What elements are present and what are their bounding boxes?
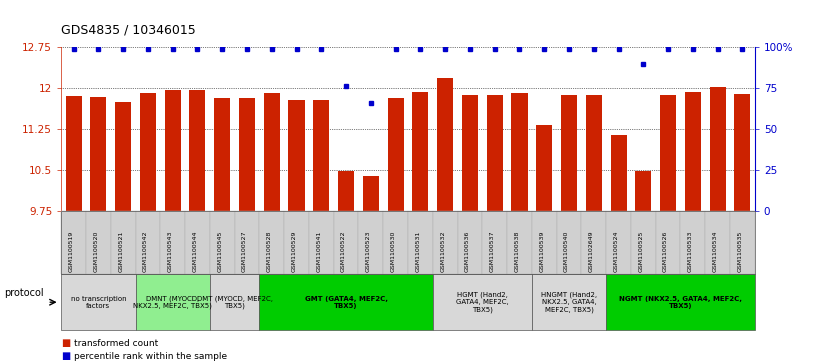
Bar: [610, 135, 627, 211]
Bar: [437, 78, 453, 211]
Bar: [685, 92, 701, 211]
Bar: [660, 94, 676, 211]
Text: GSM1100542: GSM1100542: [143, 231, 148, 272]
Text: GSM1100539: GSM1100539: [539, 231, 544, 272]
Text: GSM1100544: GSM1100544: [193, 231, 197, 272]
Text: ■: ■: [61, 338, 70, 348]
Text: no transcription
factors: no transcription factors: [70, 296, 126, 309]
Text: GSM1100522: GSM1100522: [341, 231, 346, 272]
Text: GSM1100527: GSM1100527: [242, 231, 247, 272]
Text: GSM1100533: GSM1100533: [688, 231, 693, 272]
Bar: [264, 93, 280, 211]
Text: GSM1100538: GSM1100538: [514, 231, 520, 272]
Bar: [636, 171, 651, 211]
Text: transformed count: transformed count: [74, 339, 158, 347]
Bar: [561, 95, 577, 211]
Bar: [338, 171, 354, 211]
Bar: [363, 176, 379, 211]
Bar: [710, 87, 725, 211]
Bar: [388, 98, 404, 211]
Text: GSM1100534: GSM1100534: [712, 231, 717, 272]
Text: GSM1100520: GSM1100520: [93, 231, 99, 272]
Bar: [239, 98, 255, 211]
Bar: [536, 125, 552, 211]
Text: GSM1100521: GSM1100521: [118, 231, 123, 272]
Bar: [289, 100, 304, 211]
Text: GSM1100524: GSM1100524: [614, 231, 619, 272]
Text: HGMT (Hand2,
GATA4, MEF2C,
TBX5): HGMT (Hand2, GATA4, MEF2C, TBX5): [456, 292, 508, 313]
Text: GSM1100529: GSM1100529: [291, 231, 296, 272]
Bar: [586, 94, 602, 211]
Bar: [91, 97, 106, 211]
Text: GSM1102649: GSM1102649: [589, 231, 594, 272]
Text: GSM1100545: GSM1100545: [217, 231, 222, 272]
Bar: [214, 98, 230, 211]
Bar: [165, 90, 180, 211]
Bar: [734, 94, 751, 211]
Bar: [65, 96, 82, 211]
Bar: [140, 93, 156, 211]
Text: GSM1100535: GSM1100535: [738, 231, 743, 272]
Text: GSM1100537: GSM1100537: [490, 231, 494, 272]
Text: HNGMT (Hand2,
NKX2.5, GATA4,
MEF2C, TBX5): HNGMT (Hand2, NKX2.5, GATA4, MEF2C, TBX5…: [541, 292, 597, 313]
Text: GSM1100519: GSM1100519: [69, 231, 73, 272]
Bar: [189, 90, 206, 211]
Bar: [313, 100, 330, 211]
Text: NGMT (NKX2.5, GATA4, MEF2C,
TBX5): NGMT (NKX2.5, GATA4, MEF2C, TBX5): [619, 296, 742, 309]
Bar: [115, 102, 131, 211]
Text: GSM1100528: GSM1100528: [267, 231, 272, 272]
Bar: [412, 92, 428, 211]
Text: GSM1100523: GSM1100523: [366, 231, 370, 272]
Text: GSM1100531: GSM1100531: [415, 231, 420, 272]
Text: GSM1100536: GSM1100536: [465, 231, 470, 272]
Text: protocol: protocol: [4, 288, 44, 298]
Bar: [462, 95, 478, 211]
Text: DMNT (MYOCD,
NKX2.5, MEF2C, TBX5): DMNT (MYOCD, NKX2.5, MEF2C, TBX5): [133, 295, 212, 309]
Text: GSM1100532: GSM1100532: [440, 231, 446, 272]
Text: GSM1100543: GSM1100543: [167, 231, 173, 272]
Text: percentile rank within the sample: percentile rank within the sample: [74, 352, 228, 361]
Text: GDS4835 / 10346015: GDS4835 / 10346015: [61, 23, 196, 36]
Text: GSM1100540: GSM1100540: [564, 231, 569, 272]
Bar: [512, 93, 527, 211]
Text: GSM1100525: GSM1100525: [638, 231, 643, 272]
Text: GSM1100541: GSM1100541: [317, 231, 322, 272]
Text: ■: ■: [61, 351, 70, 362]
Bar: [486, 94, 503, 211]
Text: GMT (GATA4, MEF2C,
TBX5): GMT (GATA4, MEF2C, TBX5): [304, 296, 388, 309]
Text: GSM1100526: GSM1100526: [663, 231, 668, 272]
Text: GSM1100530: GSM1100530: [391, 231, 396, 272]
Text: DMT (MYOCD, MEF2C,
TBX5): DMT (MYOCD, MEF2C, TBX5): [197, 295, 273, 309]
